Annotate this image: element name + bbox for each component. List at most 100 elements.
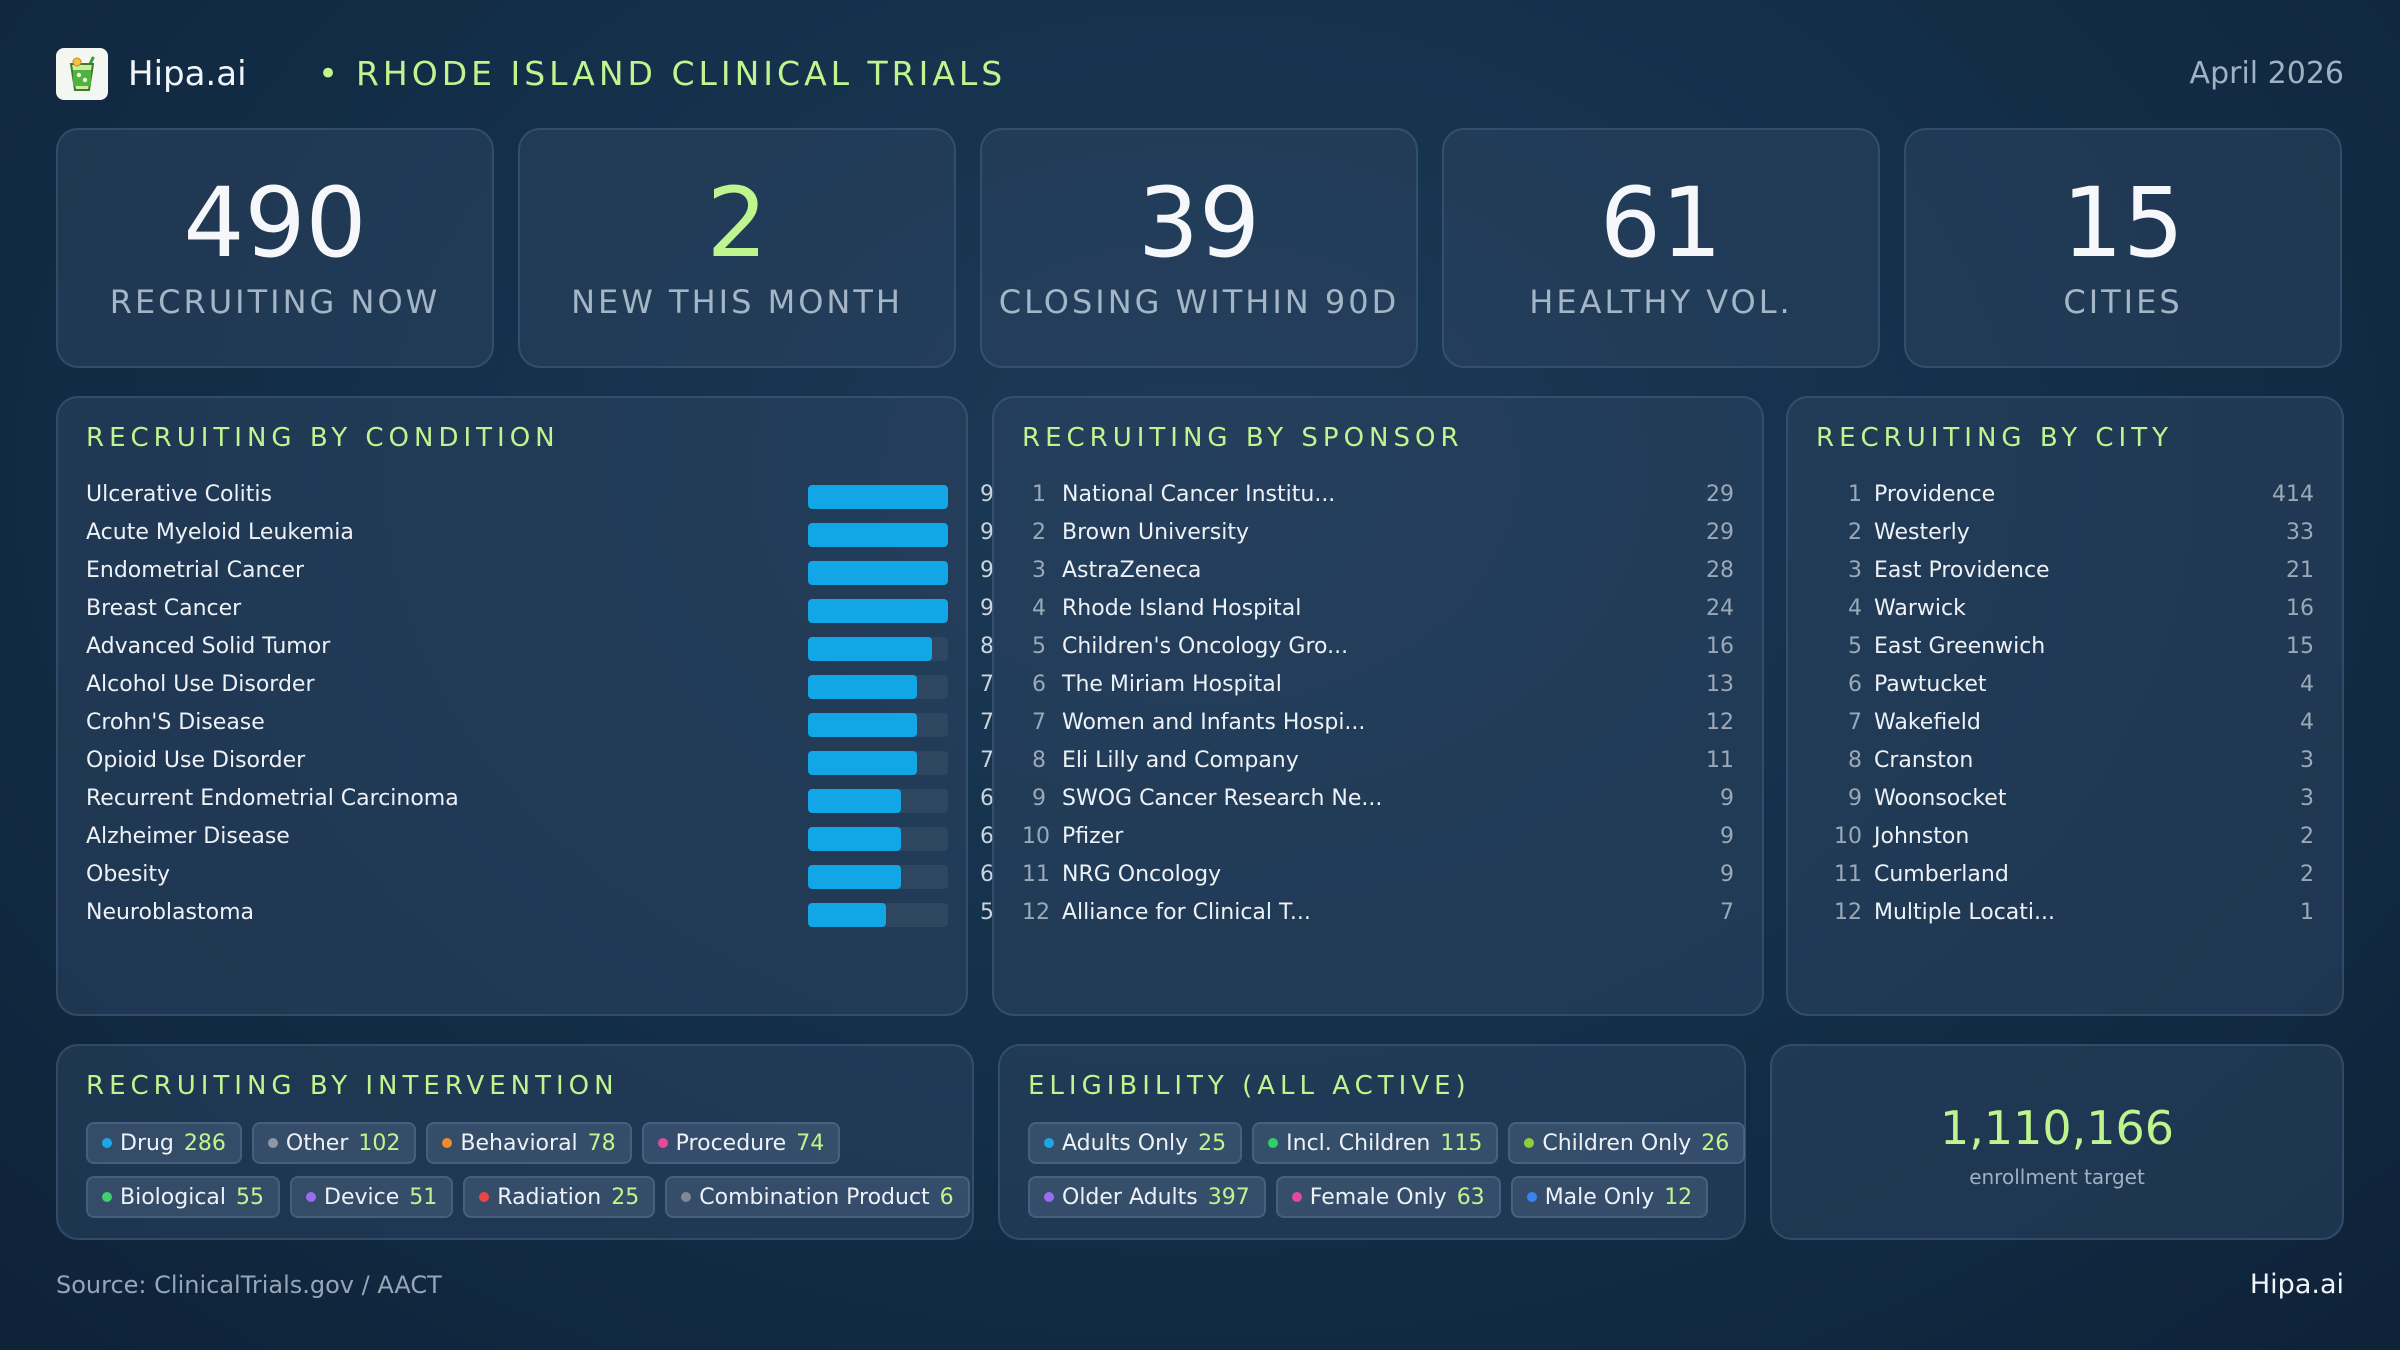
condition-bar	[808, 599, 948, 623]
kpi-value: 2	[706, 167, 768, 279]
condition-bar-track	[808, 827, 948, 851]
rank-number: 8	[1032, 748, 1046, 773]
rank-number: 10	[1022, 824, 1050, 849]
condition-bar-track	[808, 865, 948, 889]
legend-dot-icon	[657, 1138, 668, 1148]
condition-bar-track	[808, 751, 948, 775]
chip-label: Behavioral	[460, 1130, 578, 1156]
chip-count: 25	[611, 1184, 640, 1210]
enrollment-target-panel: 1,110,166 enrollment target	[1770, 1044, 2344, 1240]
report-date: April 2026	[2189, 56, 2344, 91]
sponsor-row-count: 12	[1706, 710, 1734, 735]
kpi-label: HEALTHY VOL.	[1529, 283, 1793, 321]
condition-count: 9	[980, 558, 994, 583]
kpi-label: RECRUITING NOW	[109, 283, 441, 321]
eligibility-panel: ELIGIBILITY (ALL ACTIVE) Adults Only 25 In…	[998, 1044, 1746, 1240]
condition-row: Ulcerative Colitis 9	[86, 476, 994, 514]
sponsor-row-label: Rhode Island Hospital	[1062, 596, 1302, 621]
condition-count: 6	[980, 824, 994, 849]
chip-label: Procedure	[675, 1130, 787, 1156]
city-row: 9 Woonsocket 3	[1816, 780, 2314, 818]
condition-bar	[808, 827, 902, 851]
sponsor-row: 7 Women and Infants Hospi... 12	[1022, 704, 1734, 742]
condition-label: Opioid Use Disorder	[86, 748, 306, 773]
chip-label: Biological	[120, 1184, 227, 1210]
chip-label: Adults Only	[1062, 1130, 1189, 1156]
legend-dot-icon	[1524, 1138, 1535, 1148]
rank-number: 6	[1032, 672, 1046, 697]
legend-dot-icon	[306, 1192, 317, 1202]
city-row-count: 15	[2286, 634, 2314, 659]
rank-number: 7	[1848, 710, 1862, 735]
kpi-label: NEW THIS MONTH	[571, 283, 903, 321]
legend-dot-icon	[1044, 1138, 1054, 1148]
recruiting-by-intervention-panel: RECRUITING BY INTERVENTION Drug 286 Other 1…	[56, 1044, 974, 1240]
intervention-chip: Biological 55	[86, 1176, 281, 1218]
city-row-label: Wakefield	[1874, 710, 1981, 735]
condition-row: Obesity 6	[86, 856, 994, 894]
sponsor-row-count: 9	[1720, 862, 1734, 887]
kpi-value: 15	[2061, 167, 2185, 279]
chip-count: 6	[939, 1184, 954, 1210]
sponsor-row-count: 13	[1706, 672, 1734, 697]
chip-label: Device	[324, 1184, 400, 1210]
condition-count: 7	[980, 710, 994, 735]
condition-label: Acute Myeloid Leukemia	[86, 520, 354, 545]
sponsor-row-count: 7	[1720, 900, 1734, 925]
eligibility-chip: Incl. Children 115	[1252, 1122, 1499, 1164]
condition-count: 9	[980, 520, 994, 545]
condition-bar-track	[808, 789, 948, 813]
condition-count: 6	[980, 862, 994, 887]
condition-label: Breast Cancer	[86, 596, 242, 621]
sponsor-row: 3 AstraZeneca 28	[1022, 552, 1734, 590]
chip-count: 26	[1701, 1130, 1730, 1156]
sponsor-row-label: NRG Oncology	[1062, 862, 1222, 887]
condition-row: Endometrial Cancer 9	[86, 552, 994, 590]
recruiting-by-city-panel: RECRUITING BY CITY 1 Providence 414 2 Wester…	[1786, 396, 2344, 1016]
condition-label: Endometrial Cancer	[86, 558, 305, 583]
intervention-chip: Radiation 25	[463, 1176, 656, 1218]
chip-count: 115	[1440, 1130, 1483, 1156]
city-row-count: 33	[2286, 520, 2314, 545]
city-row-count: 3	[2300, 748, 2314, 773]
footer-brand: Hipa.ai	[2249, 1269, 2344, 1300]
page-title: RHODE ISLAND CLINICAL TRIALS	[356, 54, 1007, 93]
chip-count: 25	[1198, 1130, 1227, 1156]
kpi-value: 39	[1137, 167, 1261, 279]
condition-count: 7	[980, 748, 994, 773]
condition-row: Alcohol Use Disorder 7	[86, 666, 994, 704]
city-row: 12 Multiple Locati... 1	[1816, 894, 2314, 932]
condition-bar-track	[808, 903, 948, 927]
rank-number: 8	[1848, 748, 1862, 773]
condition-label: Obesity	[86, 862, 171, 887]
city-row: 11 Cumberland 2	[1816, 856, 2314, 894]
sponsor-row-label: SWOG Cancer Research Ne...	[1062, 786, 1383, 811]
kpi-label: CITIES	[2063, 283, 2183, 321]
legend-dot-icon	[1044, 1192, 1054, 1202]
rank-number: 4	[1848, 596, 1862, 621]
condition-row: Breast Cancer 9	[86, 590, 994, 628]
condition-bar	[808, 865, 902, 889]
panel-title: RECRUITING BY SPONSOR	[1022, 423, 1464, 453]
header: Hipa.ai • RHODE ISLAND CLINICAL TRIALS A…	[56, 48, 2344, 100]
chip-label: Drug	[120, 1130, 174, 1156]
chip-count: 63	[1456, 1184, 1485, 1210]
sponsor-row: 12 Alliance for Clinical T... 7	[1022, 894, 1734, 932]
intervention-chip: Device 51	[290, 1176, 454, 1218]
eligibility-chip: Male Only 12	[1510, 1176, 1709, 1218]
city-row-label: Johnston	[1874, 824, 1970, 849]
condition-bar-track	[808, 713, 948, 737]
rank-number: 1	[1848, 482, 1862, 507]
condition-row: Advanced Solid Tumor 8	[86, 628, 994, 666]
city-row: 5 East Greenwich 15	[1816, 628, 2314, 666]
condition-row: Alzheimer Disease 6	[86, 818, 994, 856]
kpi-value: 490	[183, 167, 367, 279]
enrollment-target-label: enrollment target	[1969, 1165, 2145, 1189]
kpi-label: CLOSING WITHIN 90D	[998, 283, 1400, 321]
city-row-label: Cumberland	[1874, 862, 2009, 887]
city-row-count: 1	[2300, 900, 2314, 925]
intervention-chip: Other 102	[251, 1122, 417, 1164]
rank-number: 11	[1022, 862, 1050, 887]
sponsor-row-count: 29	[1706, 482, 1734, 507]
rank-number: 12	[1022, 900, 1050, 925]
